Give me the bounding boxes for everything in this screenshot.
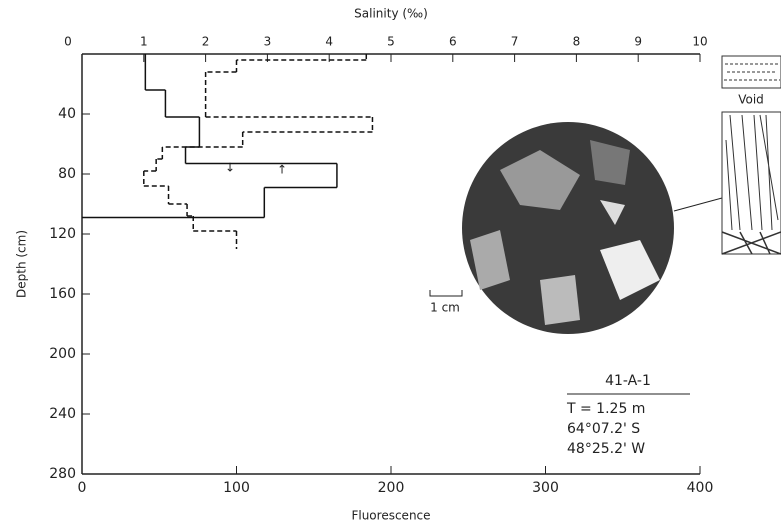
x2-tick-label: 6 xyxy=(449,35,457,49)
y-tick-label: 120 xyxy=(49,226,76,242)
x2-tick-label: 10 xyxy=(692,35,707,49)
x2-axis-label: Salinity (‰) xyxy=(354,7,428,21)
y-axis-label: Depth (cm) xyxy=(15,230,29,298)
x-axis-label: Fluorescence xyxy=(351,509,430,523)
y-tick-label: 200 xyxy=(49,346,76,362)
x2-tick-label: 0 xyxy=(64,35,72,49)
thickness: T = 1.25 m xyxy=(566,401,645,417)
x2-tick-label: 9 xyxy=(634,35,642,49)
x2-tick-label: 8 xyxy=(573,35,581,49)
core-id: 41-A-1 xyxy=(605,373,651,389)
scale-bar xyxy=(429,290,463,297)
y-tick-label: 280 xyxy=(49,466,76,482)
core-sketch xyxy=(721,55,781,255)
callout-line xyxy=(673,197,723,212)
x-tick-label: 200 xyxy=(378,480,405,496)
y-tick-label: 160 xyxy=(49,286,76,302)
y-tick-label: 240 xyxy=(49,406,76,422)
void-label: Void xyxy=(738,93,764,107)
x2-tick-label: 5 xyxy=(387,35,395,49)
x2-tick-label: 4 xyxy=(325,35,333,49)
x2-tick-label: 3 xyxy=(264,35,272,49)
x-tick-label: 300 xyxy=(532,480,559,496)
longitude: 48°25.2' W xyxy=(567,441,645,457)
x2-tick-label: 7 xyxy=(511,35,519,49)
y-tick-label: 80 xyxy=(58,166,76,182)
x-tick-label: 100 xyxy=(223,480,250,496)
y-tick-label: 40 xyxy=(58,106,76,122)
x2-tick-label: 1 xyxy=(140,35,148,49)
x-tick-label: 0 xyxy=(78,480,87,496)
x-tick-label: 400 xyxy=(687,480,714,496)
latitude: 64°07.2' S xyxy=(567,421,640,437)
thin-section-photo xyxy=(462,122,674,334)
arrow-down: ↓ xyxy=(225,161,235,175)
arrow-up: ↑ xyxy=(277,163,287,177)
x2-tick-label: 2 xyxy=(202,35,210,49)
scale-label: 1 cm xyxy=(430,301,460,315)
